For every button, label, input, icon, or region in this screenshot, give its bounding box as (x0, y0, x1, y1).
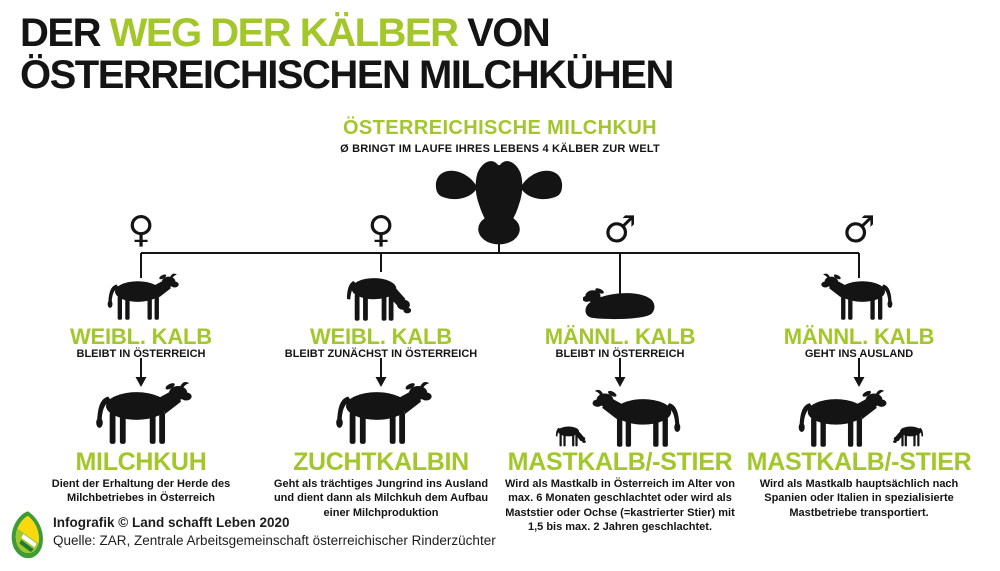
branch-column-1: WEIBL. KALB BLEIBT IN ÖSTERREICH MILCHKU… (21, 0, 261, 571)
outcome-title: MASTKALB/-STIER (746, 448, 972, 476)
root-title: ÖSTERREICHISCHE MILCHKUH (342, 117, 658, 139)
bull-with-calf-icon (798, 389, 924, 447)
calf-subtitle: BLEIBT IN ÖSTERREICH (555, 348, 685, 360)
root-subtitle: Ø BRINGT IM LAUFE IHRES LEBENS 4 KÄLBER … (340, 143, 660, 155)
male-icon: ♂ (842, 208, 876, 251)
outcome-description: Dient der Erhaltung der Herde des Milchb… (51, 478, 231, 505)
outcome-title: MILCHKUH (75, 448, 207, 476)
leaf-logo-icon (11, 511, 43, 559)
page-title: DER WEG DER KÄLBER VON ÖSTERREICHISCHEN … (20, 11, 674, 97)
calf-title: WEIBL. KALB (309, 324, 452, 349)
title-highlight: WEG DER KÄLBER (109, 11, 459, 55)
calf-title: MÄNNL. KALB (544, 324, 696, 349)
calf-subtitle: GEHT INS AUSLAND (804, 348, 914, 360)
calf-title: MÄNNL. KALB (783, 324, 935, 349)
calf-lying-icon (583, 287, 655, 320)
calf-subtitle: BLEIBT ZUNÄCHST IN ÖSTERREICH (284, 348, 478, 360)
branch-column-2: WEIBL. KALB BLEIBT ZUNÄCHST IN ÖSTERREIC… (261, 0, 501, 571)
calf-grazing-icon (347, 278, 412, 321)
footer-credit: Infografik © Land schafft Leben 2020 (53, 515, 290, 530)
outcome-title: MASTKALB/-STIER (507, 448, 733, 476)
branch-column-3: MÄNNL. KALB BLEIBT IN ÖSTERREICH MASTKAL… (500, 0, 740, 571)
outcome-description: Wird als Mastkalb hauptsächlich nach Spa… (759, 478, 959, 519)
calf-standing-icon (107, 273, 179, 320)
outcome-description: Wird als Mastkalb in Österreich im Alter… (505, 478, 735, 533)
root-node: ÖSTERREICHISCHE MILCHKUH Ø BRINGT IM LAU… (0, 117, 1000, 155)
outcome-description: Geht als trächtiges Jungrind ins Ausland… (273, 478, 489, 519)
bull-with-calf-icon (555, 389, 681, 447)
footer-source: Quelle: ZAR, Zentrale Arbeitsgemeinschaf… (53, 532, 496, 548)
title-segment-1: DER (20, 11, 101, 55)
title-line-2: ÖSTERREICHISCHEN MILCHKÜHEN (20, 52, 674, 97)
calf-standing-icon (821, 273, 893, 320)
calf-title: WEIBL. KALB (69, 324, 212, 349)
female-icon: ♀ (127, 208, 155, 251)
male-icon: ♂ (603, 208, 637, 251)
footer: Infografik © Land schafft Leben 2020 Que… (8, 510, 496, 560)
cow-standing-icon (96, 381, 192, 444)
female-icon: ♀ (367, 208, 395, 251)
heifer-standing-icon (336, 381, 432, 444)
outcome-title: ZUCHTKALBIN (293, 448, 469, 476)
cow-head-icon (435, 161, 563, 245)
calf-subtitle: BLEIBT IN ÖSTERREICH (76, 348, 206, 360)
branch-column-4: MÄNNL. KALB GEHT INS AUSLAND MASTKALB/-S… (739, 0, 979, 571)
title-segment-2: VON (467, 11, 551, 55)
